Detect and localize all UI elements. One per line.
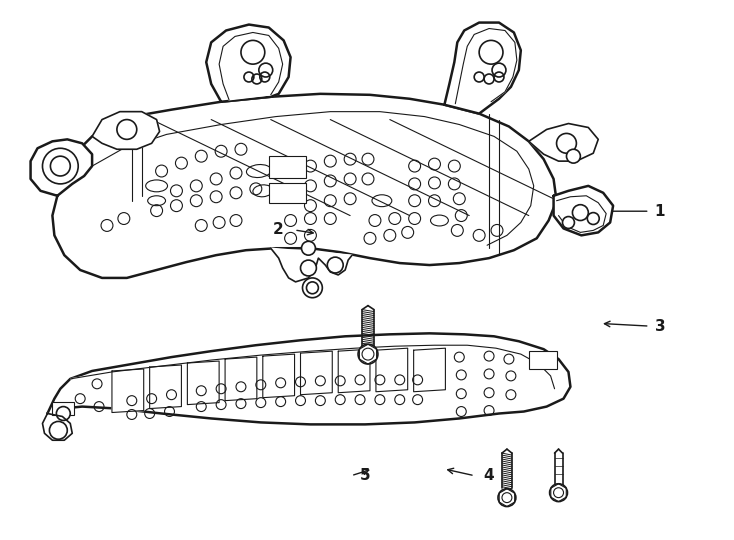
Text: 1: 1 (655, 204, 665, 219)
Circle shape (302, 278, 322, 298)
Polygon shape (528, 124, 598, 161)
Bar (528, 351, 556, 369)
Circle shape (502, 492, 512, 503)
Circle shape (358, 344, 378, 364)
Polygon shape (360, 344, 377, 364)
Circle shape (117, 119, 137, 139)
Text: 3: 3 (655, 319, 665, 334)
Polygon shape (455, 29, 517, 104)
Polygon shape (219, 32, 283, 100)
Circle shape (479, 40, 503, 64)
Circle shape (573, 205, 589, 220)
Polygon shape (92, 112, 534, 245)
Circle shape (553, 488, 564, 498)
Polygon shape (444, 23, 521, 113)
Polygon shape (92, 112, 159, 149)
Polygon shape (70, 345, 555, 389)
Polygon shape (271, 248, 352, 282)
Text: 4: 4 (484, 468, 494, 483)
Circle shape (241, 40, 265, 64)
Polygon shape (48, 333, 570, 424)
Polygon shape (300, 351, 333, 395)
Polygon shape (499, 489, 515, 507)
Polygon shape (52, 94, 556, 278)
Circle shape (302, 241, 316, 255)
Polygon shape (112, 369, 144, 413)
Circle shape (57, 407, 70, 421)
Circle shape (550, 484, 567, 502)
Polygon shape (43, 414, 72, 440)
Bar (52, 402, 74, 415)
Circle shape (567, 149, 581, 163)
Polygon shape (550, 484, 566, 502)
Circle shape (492, 63, 506, 77)
Circle shape (49, 421, 68, 439)
Polygon shape (338, 349, 370, 393)
Circle shape (587, 213, 599, 225)
Polygon shape (31, 139, 92, 196)
Polygon shape (556, 196, 606, 232)
Circle shape (300, 260, 316, 276)
Circle shape (327, 257, 344, 273)
Circle shape (259, 63, 273, 77)
Polygon shape (225, 357, 257, 401)
Polygon shape (150, 365, 181, 409)
Polygon shape (206, 24, 291, 102)
Polygon shape (263, 354, 294, 397)
Polygon shape (553, 186, 613, 235)
Polygon shape (187, 361, 219, 404)
Bar (269, 183, 307, 202)
Polygon shape (376, 348, 407, 392)
Circle shape (498, 489, 516, 507)
Circle shape (556, 133, 576, 153)
Polygon shape (414, 348, 446, 392)
Circle shape (562, 217, 575, 228)
Bar (269, 156, 307, 178)
Text: 2: 2 (272, 222, 283, 238)
Circle shape (362, 348, 374, 360)
Circle shape (43, 148, 79, 184)
Text: 5: 5 (360, 468, 371, 483)
